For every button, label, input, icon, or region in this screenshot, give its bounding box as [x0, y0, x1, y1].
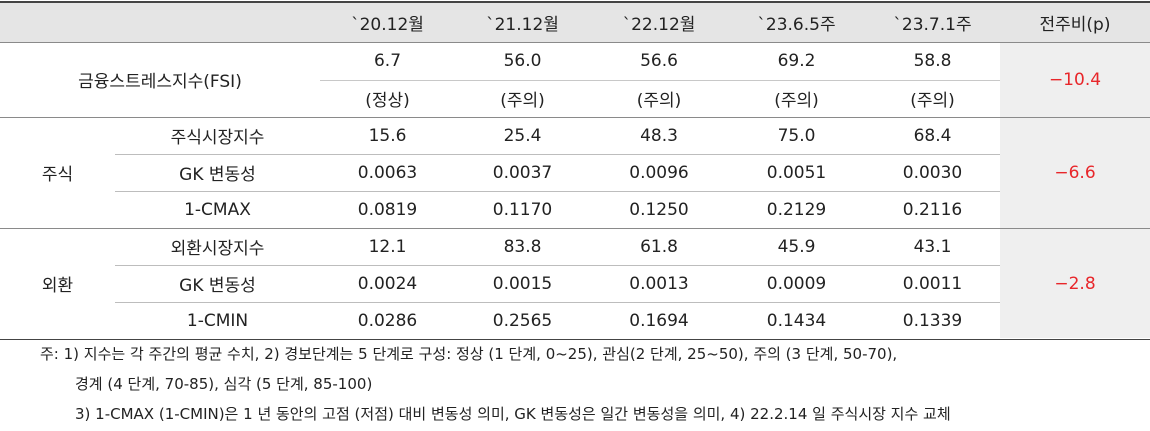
row-divider	[320, 80, 1000, 81]
column-header: `22.12월	[622, 14, 696, 35]
value-cell: 0.0024	[357, 273, 418, 294]
row-label: 1-CMAX	[184, 199, 251, 220]
value-cell: 15.6	[368, 125, 407, 146]
group-label: 주식	[41, 165, 74, 185]
row-divider	[0, 42, 1150, 43]
value-cell: 0.1170	[492, 199, 553, 220]
value-cell: 48.3	[640, 125, 678, 146]
row-divider	[115, 191, 1000, 192]
value-cell: 0.0013	[629, 273, 689, 294]
value-cell: 56.0	[503, 51, 542, 71]
row-label: 외환시장지수	[170, 239, 265, 259]
status-cell: (정상)	[365, 91, 410, 111]
value-cell: 45.9	[777, 236, 816, 257]
footnote: 주: 1) 지수는 각 주간의 평균 수치, 2) 경보단계는 5 단계로 구성…	[40, 345, 898, 363]
value-cell: 0.0819	[357, 199, 418, 220]
change-cell: −10.4	[1048, 69, 1102, 90]
row-divider	[0, 339, 1150, 340]
row-divider	[115, 154, 1000, 155]
value-cell: 69.2	[777, 51, 816, 71]
footnote: 3) 1-CMAX (1-CMIN)은 1 년 동안의 고점 (저점) 대비 변…	[75, 405, 951, 423]
value-cell: 0.1339	[902, 310, 963, 331]
status-cell: (주의)	[910, 91, 955, 111]
value-cell: 0.2129	[766, 199, 827, 220]
column-header: `21.12월	[486, 14, 559, 35]
value-cell: 12.1	[368, 236, 407, 257]
row-divider	[0, 228, 1150, 229]
row-label: GK 변동성	[179, 165, 256, 185]
status-cell: (주의)	[636, 91, 682, 111]
value-cell: 43.1	[913, 236, 952, 257]
value-cell: 0.0286	[357, 310, 418, 331]
group-label: 외환	[41, 276, 74, 296]
row-divider	[115, 302, 1000, 303]
column-header: `23.7.1주	[893, 14, 972, 35]
value-cell: 0.0063	[357, 162, 418, 183]
row-label: 주식시장지수	[170, 128, 265, 148]
row-label: 1-CMIN	[186, 310, 249, 331]
value-cell: 0.1434	[766, 310, 827, 331]
row-label: GK 변동성	[179, 276, 256, 296]
value-cell: 75.0	[777, 125, 816, 146]
header-background	[0, 2, 1150, 42]
value-cell: 25.4	[503, 125, 542, 146]
value-cell: 58.8	[913, 51, 952, 71]
value-cell: 0.0011	[902, 273, 963, 294]
value-cell: 0.0051	[766, 162, 827, 183]
value-cell: 68.4	[913, 125, 952, 146]
value-cell: 0.0037	[492, 162, 553, 183]
footnote: 경계 (4 단계, 70-85), 심각 (5 단계, 85-100)	[75, 375, 373, 393]
value-cell: 6.7	[373, 51, 402, 71]
value-cell: 61.8	[640, 236, 678, 257]
row-divider	[115, 265, 1000, 266]
value-cell: 0.0009	[766, 273, 827, 294]
status-cell: (주의)	[774, 91, 819, 111]
value-cell: 83.8	[503, 236, 542, 257]
value-cell: 0.1694	[629, 310, 689, 331]
value-cell: 56.6	[640, 51, 678, 71]
status-cell: (주의)	[500, 91, 545, 111]
change-column-background	[1000, 42, 1150, 338]
value-cell: 0.0030	[902, 162, 963, 183]
row-divider	[0, 117, 1150, 118]
change-cell: −6.6	[1054, 162, 1096, 183]
value-cell: 0.2116	[902, 199, 963, 220]
value-cell: 0.2565	[492, 310, 553, 331]
row-divider	[0, 1, 1150, 3]
column-header: `23.6.5주	[757, 14, 836, 35]
column-header: `20.12월	[351, 14, 424, 35]
value-cell: 0.1250	[629, 199, 689, 220]
row-label: 금융스트레스지수(FSI)	[78, 72, 242, 92]
value-cell: 0.0096	[629, 162, 689, 183]
change-cell: −2.8	[1054, 273, 1096, 294]
value-cell: 0.0015	[492, 273, 553, 294]
column-header: 전주비(p)	[1039, 14, 1111, 35]
